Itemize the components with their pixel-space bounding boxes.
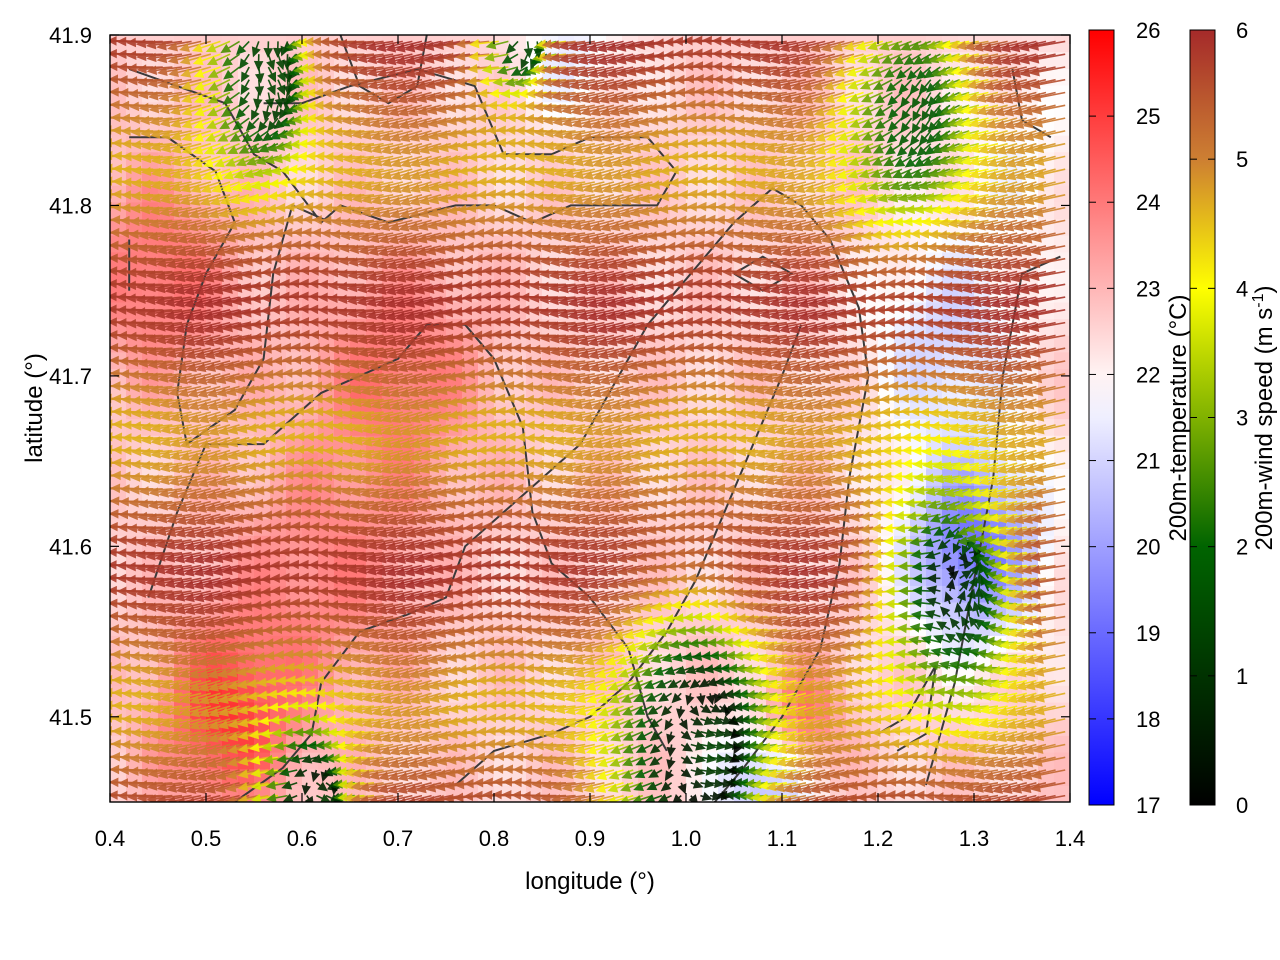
heatmap-cell xyxy=(1054,268,1070,286)
heatmap-cell xyxy=(894,585,911,603)
heatmap-cell xyxy=(1054,368,1070,386)
heatmap-cell xyxy=(1054,785,1070,802)
heatmap-cell xyxy=(302,651,319,670)
heatmap-cell xyxy=(1054,318,1070,336)
heatmap-cell xyxy=(1054,702,1070,720)
heatmap-cell xyxy=(1054,601,1070,620)
heatmap-cell xyxy=(1054,651,1070,670)
heatmap-cell xyxy=(862,568,879,586)
heatmap-cell xyxy=(1054,451,1070,470)
heatmap-cell xyxy=(1054,768,1070,786)
heatmap-cell xyxy=(1054,585,1070,603)
heatmap-cell xyxy=(1054,501,1070,520)
heatmap-cell xyxy=(1054,752,1070,770)
heatmap-cell xyxy=(1054,568,1070,586)
heatmap-cell xyxy=(1054,151,1070,169)
heatmap-cell xyxy=(654,551,671,570)
heatmap-cell xyxy=(1054,201,1070,219)
heatmap-cell xyxy=(270,601,287,620)
heatmap-cell xyxy=(1054,101,1070,119)
heatmap-cell xyxy=(670,752,687,770)
heatmap-cell xyxy=(670,768,687,786)
heatmap-cell xyxy=(1054,401,1070,420)
heatmap-cell xyxy=(270,735,287,753)
heatmap-cell xyxy=(1054,551,1070,570)
heatmap-cell xyxy=(654,702,671,720)
heatmap-cell xyxy=(1054,68,1070,86)
heatmap-cell xyxy=(1054,351,1070,370)
heatmap-cell xyxy=(654,752,671,770)
heatmap-cell xyxy=(686,785,703,802)
heatmap-cell xyxy=(1038,568,1055,586)
heatmap-cell xyxy=(494,785,511,802)
heatmap-cell xyxy=(862,585,879,603)
heatmap-cell xyxy=(1054,668,1070,686)
heatmap-cell xyxy=(1038,268,1055,286)
heatmap-cell xyxy=(1054,618,1070,636)
heatmap-cell xyxy=(1054,535,1070,553)
heatmap-cell xyxy=(1054,485,1070,503)
heatmap-cell xyxy=(1054,285,1070,303)
heatmap-cell xyxy=(1054,735,1070,753)
heatmap-cell xyxy=(1054,185,1070,203)
heatmap-cell xyxy=(1054,235,1070,253)
heatmap-cell xyxy=(1054,635,1070,653)
heatmap-cell xyxy=(942,601,959,620)
heatmap-cell xyxy=(494,651,511,670)
heatmap-cell xyxy=(1054,718,1070,736)
